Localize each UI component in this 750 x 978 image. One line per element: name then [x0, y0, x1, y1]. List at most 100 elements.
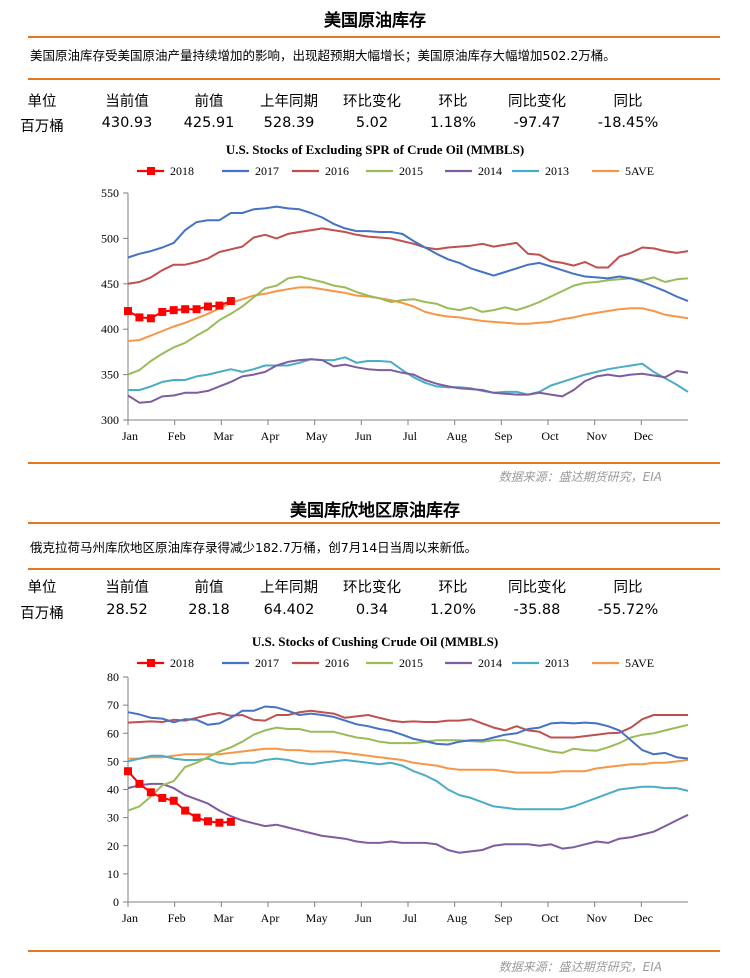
data-point-2018 — [226, 817, 235, 826]
x-tick-label: Nov — [586, 429, 607, 443]
header-unit: 单位 — [27, 94, 57, 110]
data-point-2018 — [192, 813, 201, 822]
data-point-2018 — [124, 767, 132, 776]
value-unit: 百万桶 — [20, 119, 64, 135]
y-tick-label: 60 — [107, 726, 119, 740]
data-point-2018 — [215, 818, 224, 827]
section-description: 美国原油库存受美国原油产量持续增加的影响，出现超预期大幅增长；美国原油库存大幅增… — [30, 48, 616, 63]
value-previous: 425.91 — [183, 115, 235, 131]
header-yoy-change: 同比变化 — [508, 580, 566, 596]
x-tick-label: Sep — [494, 429, 512, 443]
x-tick-label: Mar — [213, 429, 233, 443]
data-point-2018 — [158, 793, 167, 802]
data-point-2018 — [158, 307, 167, 316]
y-tick-label: 10 — [107, 867, 119, 881]
header-wow-pct: 环比 — [438, 94, 468, 110]
y-tick-label: 80 — [107, 670, 119, 684]
legend-label-2013: 2013 — [545, 164, 569, 178]
divider — [28, 950, 720, 952]
divider — [28, 36, 720, 38]
section-description: 俄克拉荷马州库欣地区原油库存录得减少182.7万桶，创7月14日当周以来新低。 — [30, 540, 478, 555]
series-line-2016 — [127, 709, 688, 739]
legend-label-2018: 2018 — [170, 656, 194, 670]
y-tick-label: 500 — [101, 231, 119, 245]
value-wow-change: 0.34 — [355, 602, 389, 618]
data-point-2018 — [169, 306, 178, 315]
x-tick-label: Sep — [494, 911, 512, 925]
legend-marker-2018 — [147, 659, 155, 667]
legend-label-2017: 2017 — [255, 656, 279, 670]
value-current: 430.93 — [101, 115, 153, 131]
value-yoy-change: -35.88 — [513, 602, 561, 618]
header-wow-pct: 环比 — [438, 580, 468, 596]
value-wow-pct: 1.20% — [429, 602, 477, 618]
header-current: 当前值 — [105, 94, 149, 110]
x-tick-label: Feb — [168, 429, 186, 443]
x-tick-label: May — [306, 911, 328, 925]
x-tick-label: Dec — [634, 429, 653, 443]
x-tick-label: Jul — [403, 911, 418, 925]
header-previous: 前值 — [194, 94, 224, 110]
legend-label-2015: 2015 — [399, 656, 423, 670]
divider — [28, 522, 720, 524]
value-yoy-pct: -55.72% — [597, 602, 659, 618]
legend-label-2016: 2016 — [325, 656, 349, 670]
data-point-2018 — [204, 817, 212, 826]
section-title: 美国原油库存 — [324, 11, 426, 31]
data-source: 数据来源：盛达期货研究，EIA — [498, 960, 662, 974]
divider — [28, 568, 720, 570]
x-tick-label: Aug — [446, 911, 467, 925]
x-tick-label: Apr — [261, 429, 280, 443]
x-tick-label: Aug — [446, 429, 467, 443]
x-tick-label: Jan — [122, 429, 138, 443]
series-line-2017 — [127, 205, 689, 303]
series-line-2018 — [127, 300, 232, 320]
header-year-ago: 上年同期 — [260, 580, 318, 596]
series-line-5AVE — [127, 286, 689, 342]
x-tick-label: Jun — [355, 911, 372, 925]
header-wow-change: 环比变化 — [343, 580, 401, 596]
x-tick-label: Oct — [541, 429, 559, 443]
data-point-2018 — [135, 313, 144, 322]
metrics-header-row: 单位 当前值 前值 上年同期 环比变化 环比 同比变化 同比 — [0, 576, 750, 596]
legend-label-2017: 2017 — [255, 164, 279, 178]
data-point-2018 — [181, 806, 190, 815]
y-tick-label: 0 — [113, 895, 119, 909]
series-line-2014 — [127, 782, 689, 854]
data-point-2018 — [215, 301, 224, 310]
value-year-ago: 528.39 — [263, 115, 315, 131]
value-yoy-pct: -18.45% — [597, 115, 659, 131]
value-year-ago: 64.402 — [263, 602, 315, 618]
header-year-ago: 上年同期 — [260, 94, 318, 110]
data-point-2018 — [181, 305, 190, 314]
y-tick-label: 70 — [107, 698, 119, 712]
divider — [28, 78, 720, 80]
value-wow-change: 5.02 — [355, 115, 389, 131]
legend-label-2016: 2016 — [325, 164, 349, 178]
value-current: 28.52 — [106, 602, 148, 618]
y-tick-label: 40 — [107, 783, 119, 797]
legend-marker-2018 — [147, 167, 155, 175]
x-tick-label: Oct — [541, 911, 559, 925]
chart-title: U.S. Stocks of Cushing Crude Oil (MMBLS) — [252, 634, 498, 649]
data-point-2018 — [169, 796, 178, 805]
y-tick-label: 50 — [107, 754, 119, 768]
header-yoy-pct: 同比 — [613, 94, 643, 110]
chart-title: U.S. Stocks of Excluding SPR of Crude Oi… — [226, 142, 524, 157]
x-tick-label: Jun — [355, 429, 372, 443]
x-tick-label: Nov — [586, 911, 607, 925]
x-tick-label: Mar — [213, 911, 233, 925]
y-tick-label: 350 — [101, 368, 119, 382]
x-tick-label: Jul — [403, 429, 418, 443]
series-line-2014 — [127, 358, 689, 404]
header-wow-change: 环比变化 — [343, 94, 401, 110]
legend-label-2014: 2014 — [478, 164, 502, 178]
y-tick-label: 550 — [101, 186, 119, 200]
x-tick-label: Jan — [122, 911, 138, 925]
data-point-2018 — [146, 788, 155, 797]
section-crude-stocks: 美国原油库存 美国原油库存受美国原油产量持续增加的影响，出现超预期大幅增长；美国… — [20, 11, 720, 484]
data-point-2018 — [226, 297, 235, 306]
x-tick-label: Dec — [634, 911, 653, 925]
header-yoy-change: 同比变化 — [508, 94, 566, 110]
series-line-2017 — [127, 705, 689, 760]
